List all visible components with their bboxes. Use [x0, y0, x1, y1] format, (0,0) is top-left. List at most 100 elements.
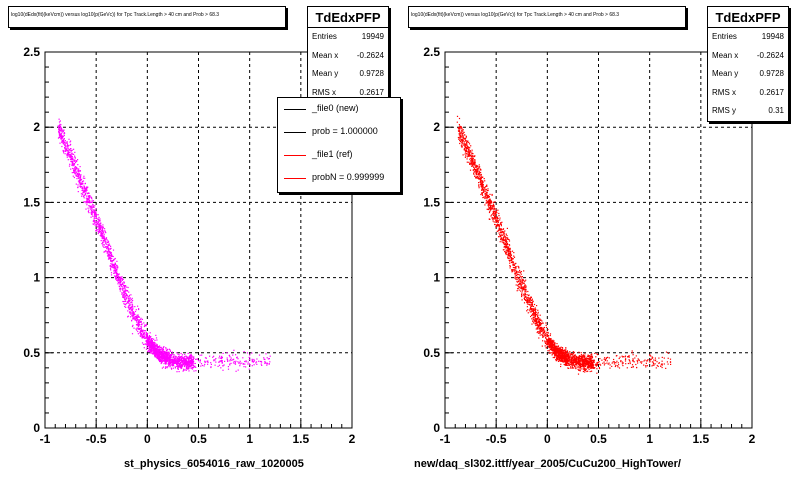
data-point [153, 345, 155, 347]
data-point [570, 357, 572, 359]
data-point [143, 330, 145, 332]
data-point [101, 229, 103, 231]
data-point [96, 217, 98, 219]
data-point [86, 202, 88, 204]
data-point [538, 320, 540, 323]
data-point [124, 285, 126, 288]
data-point [122, 287, 124, 290]
data-point [150, 339, 152, 341]
data-point [560, 350, 562, 352]
data-point [98, 231, 100, 233]
data-point [541, 328, 543, 330]
data-point [151, 347, 153, 349]
data-point [91, 199, 93, 201]
data-point [632, 358, 634, 360]
data-point [537, 332, 540, 334]
data-point [120, 280, 122, 283]
data-point [253, 364, 255, 366]
data-point [60, 130, 62, 132]
data-point [479, 166, 481, 168]
data-point [572, 367, 575, 369]
data-point [122, 295, 124, 297]
data-point [168, 365, 170, 367]
data-point [537, 331, 539, 333]
data-point [170, 362, 172, 364]
data-point [497, 209, 499, 211]
data-point [119, 283, 121, 285]
data-point [190, 363, 192, 365]
data-point [458, 126, 460, 129]
data-point [189, 357, 191, 359]
data-point [154, 356, 156, 358]
data-point [166, 353, 168, 355]
data-point [136, 317, 138, 319]
data-point [104, 237, 106, 240]
data-point [527, 290, 529, 293]
data-point [540, 329, 543, 331]
data-point [161, 355, 163, 357]
data-point [110, 259, 112, 261]
data-point [596, 372, 598, 374]
data-point [60, 136, 62, 138]
data-point [81, 189, 83, 191]
data-point [460, 140, 462, 142]
data-point [592, 366, 594, 368]
data-point [150, 344, 152, 346]
data-point [140, 321, 142, 323]
data-point [104, 230, 106, 232]
data-point [110, 266, 112, 268]
data-point [151, 346, 153, 348]
data-point [125, 292, 127, 294]
data-point [508, 251, 510, 253]
data-point [79, 166, 81, 168]
data-point [181, 364, 184, 366]
data-point [496, 217, 498, 219]
data-point [487, 205, 489, 207]
data-point [529, 301, 531, 303]
data-point [57, 126, 60, 128]
data-point [500, 225, 502, 227]
stats-label: Mean x [312, 50, 339, 60]
data-point [482, 189, 484, 191]
data-point [517, 277, 519, 279]
data-point [488, 203, 490, 205]
data-point [614, 365, 616, 368]
data-point [116, 279, 118, 281]
data-point [573, 360, 575, 362]
data-point [480, 182, 482, 185]
data-point [92, 209, 95, 211]
data-point [527, 309, 529, 311]
data-point [120, 288, 122, 290]
data-point [71, 156, 73, 158]
data-point [486, 201, 488, 203]
data-point [93, 216, 95, 218]
data-point [537, 315, 539, 318]
data-point [493, 204, 495, 206]
data-point [607, 356, 609, 358]
data-point [551, 342, 553, 344]
data-point [538, 318, 540, 320]
data-point [59, 129, 61, 131]
data-point [485, 194, 487, 196]
data-point [563, 358, 565, 360]
data-point [157, 357, 159, 360]
data-point [559, 360, 561, 362]
data-point [458, 133, 460, 135]
data-point [222, 352, 224, 354]
data-point [59, 123, 61, 125]
data-point [166, 357, 169, 359]
data-point [230, 362, 232, 364]
data-point [116, 268, 118, 270]
data-point [58, 124, 60, 127]
data-point [61, 128, 63, 130]
data-point [506, 241, 508, 243]
data-point [102, 232, 104, 234]
data-point [565, 358, 567, 360]
data-point [580, 360, 582, 362]
data-point [519, 282, 521, 284]
data-point [190, 362, 192, 364]
data-point [70, 143, 72, 145]
data-point [186, 358, 188, 360]
data-point [645, 365, 647, 367]
data-point [269, 361, 271, 363]
